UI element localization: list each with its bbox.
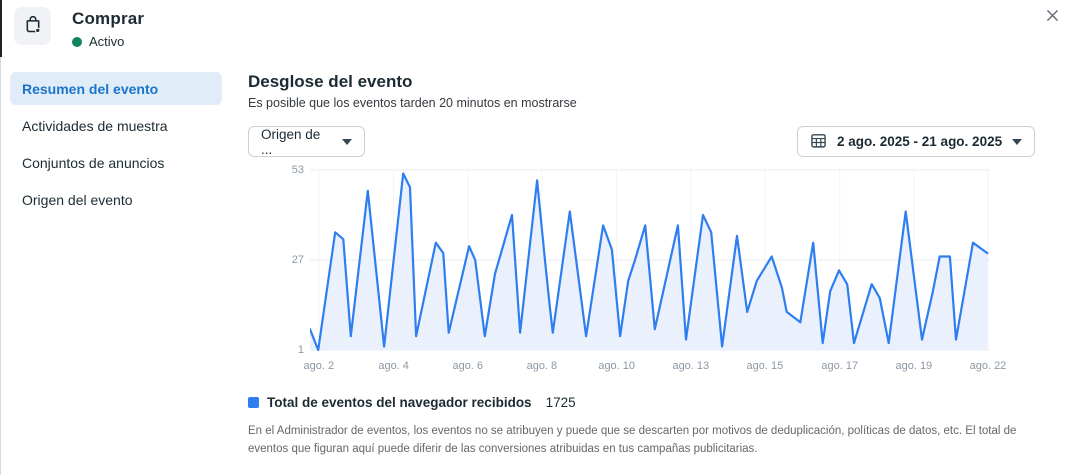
event-status: Activo	[72, 34, 144, 49]
x-axis-label: ago. 15	[746, 360, 784, 372]
date-range-picker[interactable]: 2 ago. 2025 - 21 ago. 2025	[797, 126, 1036, 157]
x-axis-label: ago. 8	[526, 360, 558, 372]
sidebar-item-origen-del-evento[interactable]: Origen del evento	[10, 183, 222, 216]
event-source-dropdown[interactable]: Origen de ...	[248, 126, 365, 157]
close-icon	[1044, 7, 1061, 29]
x-axis-label: ago. 17	[821, 360, 859, 372]
page-edge-light	[0, 57, 1, 475]
y-axis-label: 27	[291, 254, 304, 266]
sidebar-item-resumen-del-evento[interactable]: Resumen del evento	[10, 72, 222, 105]
active-status-dot-icon	[72, 36, 82, 47]
date-range-label: 2 ago. 2025 - 21 ago. 2025	[837, 134, 1003, 149]
chart-svg	[308, 169, 990, 352]
event-title: Comprar	[72, 9, 145, 28]
chevron-down-icon	[1012, 138, 1023, 145]
section-subtitle: Es posible que los eventos tarden 20 min…	[248, 96, 577, 110]
x-axis-label: ago. 22	[969, 360, 1007, 372]
x-axis-label: ago. 19	[895, 360, 933, 372]
sidebar-item-label: Conjuntos de anuncios	[22, 154, 165, 171]
legend-swatch-icon	[248, 397, 259, 408]
attribution-footnote: En el Administrador de eventos, los even…	[248, 425, 1017, 455]
event-icon-box	[14, 7, 51, 45]
x-axis-label: ago. 6	[452, 360, 484, 372]
events-chart	[308, 166, 990, 354]
status-label: Activo	[89, 34, 125, 49]
sidebar-item-conjuntos-de-anuncios[interactable]: Conjuntos de anuncios	[10, 146, 222, 179]
chevron-down-icon	[342, 138, 352, 145]
sidebar-item-label: Actividades de muestra	[22, 117, 168, 134]
page-edge-dark	[0, 0, 2, 57]
section-title: Desglose del evento	[248, 72, 413, 91]
chart-area-fill	[310, 173, 988, 350]
chart-legend: Total de eventos del navegador recibidos…	[248, 395, 576, 410]
legend-total-value: 1725	[545, 395, 576, 410]
dropdown-label: Origen de ...	[261, 126, 321, 157]
x-axis-label: ago. 2	[303, 360, 335, 372]
y-axis-label: 53	[291, 164, 304, 176]
sidebar-item-label: Origen del evento	[22, 191, 133, 208]
event-header: Comprar Activo	[72, 9, 144, 49]
calendar-icon	[810, 132, 827, 152]
x-axis: ago. 2 ago. 4 ago. 6 ago. 8 ago. 10 ago. 13 ag…	[304, 360, 1007, 376]
legend-label: Total de eventos del navegador recibidos	[267, 395, 532, 410]
x-axis-label: ago. 4	[378, 360, 409, 372]
y-axis: 53 27 1	[262, 164, 304, 356]
sidebar: Resumen del evento Actividades de muestr…	[10, 72, 222, 220]
sidebar-item-actividades-de-muestra[interactable]: Actividades de muestra	[10, 109, 222, 142]
sidebar-item-label: Resumen del evento	[22, 80, 159, 97]
close-button[interactable]	[1040, 6, 1064, 30]
x-axis-label: ago. 10	[598, 360, 636, 372]
shopping-bag-icon	[22, 13, 44, 40]
chart-line	[308, 172, 989, 352]
x-axis-label: ago. 13	[672, 360, 710, 372]
y-axis-label: 1	[297, 344, 304, 356]
